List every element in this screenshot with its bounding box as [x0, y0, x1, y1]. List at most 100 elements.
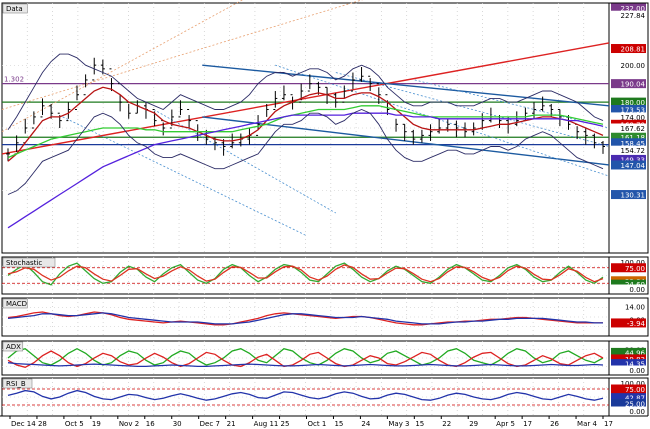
axis-label: 25.00	[625, 400, 645, 408]
x-tick-label: 16	[146, 420, 155, 428]
axis-label-box	[611, 112, 646, 122]
series-line-sma-slow	[7, 112, 604, 229]
series-line-d	[7, 264, 604, 283]
x-tick-label: Dec 7	[200, 420, 220, 428]
axis-label: 158.45	[621, 140, 646, 148]
trend-line	[1, 42, 610, 155]
series-line-rsi	[7, 389, 604, 401]
axis-label: 180.00	[621, 99, 646, 107]
reference-line-label: 1.302	[4, 76, 24, 84]
series-line-adx	[7, 362, 604, 368]
panel-title-box	[2, 3, 28, 14]
x-tick-label: 30	[173, 420, 182, 428]
fan-line	[275, 64, 610, 177]
axis-label-box	[611, 44, 646, 54]
panel-title: ADX	[6, 343, 21, 351]
x-tick-label: Oct 5	[65, 420, 84, 428]
x-tick-label: 25	[281, 420, 290, 428]
axis-label-box	[611, 160, 646, 170]
x-tick-label: 17	[523, 420, 532, 428]
series-line-plus-di	[7, 347, 604, 366]
axis-label: 130.31	[621, 192, 646, 200]
panel-title-box	[2, 378, 33, 389]
x-tick-label: 19	[92, 420, 101, 428]
axis-label-box	[611, 279, 646, 289]
panel-title-box	[2, 298, 28, 309]
axis-label: 147.04	[621, 162, 646, 170]
axis-label: 0.00	[629, 408, 645, 416]
series-line-sma-fast	[7, 86, 604, 162]
axis-label-box	[611, 3, 646, 13]
axis-label: 149.33	[621, 156, 646, 164]
axis-label: -3.94	[627, 320, 646, 328]
fan-line	[414, 79, 610, 129]
x-tick-label: Oct 1	[308, 420, 327, 428]
fan-line	[153, 109, 337, 214]
axis-label: 75.00	[625, 386, 645, 394]
series-line-bb-lower	[7, 109, 604, 195]
axis-label-box	[611, 384, 646, 394]
x-tick-label: Aug 11	[254, 420, 279, 428]
x-tick-label: 21	[227, 420, 236, 428]
x-tick-label: 29	[469, 420, 478, 428]
axis-label-box	[611, 301, 646, 311]
axis-label-box	[611, 138, 646, 148]
axis-label-box	[611, 10, 646, 20]
axis-label-box	[611, 347, 646, 357]
axis-label: 208.81	[621, 46, 646, 54]
axis-label-box	[611, 105, 646, 115]
x-tick-label: Mar 4	[577, 420, 597, 428]
axis-label-box	[611, 378, 646, 388]
axis-label: 14.35	[625, 361, 645, 369]
series-line-signal	[7, 312, 603, 325]
x-tick-label: May 3	[388, 420, 409, 428]
axis-label-box	[611, 263, 646, 273]
axis-label: 167.62	[621, 125, 646, 133]
axis-label-box	[611, 145, 646, 155]
axis-label: 42.87	[625, 395, 645, 403]
axis-label: 75.00	[625, 265, 645, 273]
fan-line	[62, 116, 306, 236]
axis-label-box	[611, 60, 646, 70]
fan-line	[1, 0, 363, 110]
x-axis: Dec 14 28 Oct 5 19 Nov 2 16 30 Dec 7 21 Aug 11 25 O…	[0, 415, 650, 429]
trend-line	[202, 116, 610, 166]
axis-label-box	[611, 318, 646, 328]
series-line-k	[7, 262, 604, 286]
x-tick-label: Apr 5	[496, 420, 515, 428]
axis-label-box	[611, 359, 646, 369]
panel-title-box	[2, 257, 56, 268]
panel-title: RSI_B	[6, 380, 26, 388]
panel-title: Stochastic	[6, 259, 42, 267]
axis-label: 0.00	[629, 367, 645, 375]
x-tick-label: 17	[604, 420, 613, 428]
panel-title-box	[2, 341, 24, 352]
axis-label-box	[611, 354, 646, 364]
series-line-minus-di	[7, 350, 604, 368]
x-tick-label: 28	[38, 420, 47, 428]
axis-label: 0.00	[629, 286, 645, 294]
series-line-bb-upper	[7, 53, 604, 131]
x-axis-band	[0, 416, 650, 429]
axis-label-box	[611, 257, 646, 267]
axis-label-box	[611, 154, 646, 164]
trend-line	[202, 64, 610, 107]
fan-line	[335, 72, 610, 147]
axis-label: 100.00	[621, 380, 646, 388]
axis-label: 200.00	[621, 62, 646, 70]
axis-label-box	[611, 393, 646, 403]
axis-label-box	[611, 190, 646, 200]
axis-label: 190.04	[621, 81, 646, 89]
axis-label-box	[611, 406, 646, 416]
axis-label-box	[611, 97, 646, 107]
axis-label-box	[611, 132, 646, 142]
axis-label: 154.72	[621, 147, 646, 155]
axis-label-box	[611, 398, 646, 408]
axis-label: 174.00	[621, 114, 646, 122]
